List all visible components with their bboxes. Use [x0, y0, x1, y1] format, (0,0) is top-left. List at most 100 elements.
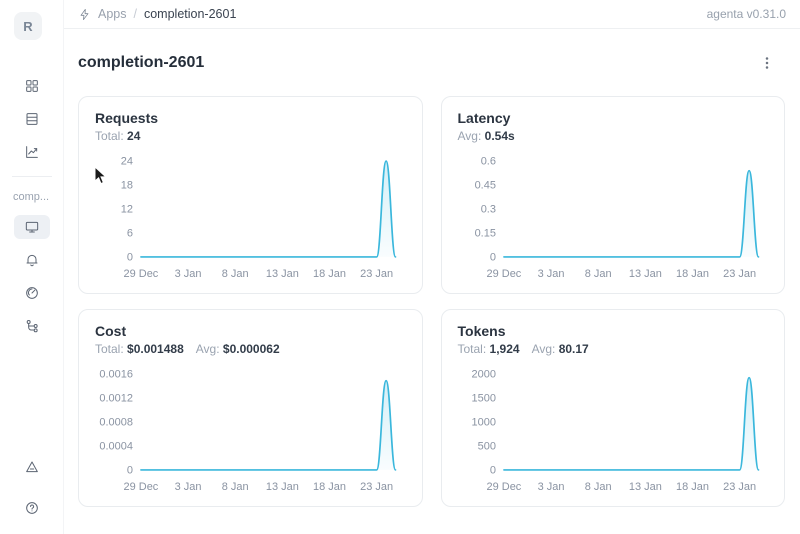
svg-text:12: 12	[121, 204, 133, 216]
svg-text:3 Jan: 3 Jan	[175, 268, 202, 280]
stat-value: 1,924	[489, 342, 520, 356]
more-options-button[interactable]	[758, 54, 776, 72]
trace-tree-icon	[26, 320, 38, 333]
svg-text:500: 500	[477, 440, 495, 452]
svg-text:24: 24	[121, 156, 133, 168]
gauge-icon	[26, 287, 38, 299]
svg-text:0.0012: 0.0012	[99, 393, 133, 405]
svg-text:0.15: 0.15	[474, 227, 495, 239]
title-row: completion-2601	[64, 29, 800, 72]
svg-text:0: 0	[489, 251, 495, 263]
svg-text:0: 0	[489, 464, 495, 476]
svg-text:23 Jan: 23 Jan	[723, 268, 756, 280]
svg-text:6: 6	[127, 227, 133, 239]
stat-value: $0.000062	[222, 342, 280, 356]
card-stats: Total: $0.001488 Avg: $0.000062	[95, 342, 406, 356]
svg-text:13 Jan: 13 Jan	[628, 481, 661, 493]
breadcrumb: Apps / completion-2601	[78, 7, 236, 21]
cost-chart: 0 0.0004 0.0008 0.0012 0.0016 29 Dec 3 Jan 8 Ja…	[99, 369, 397, 493]
line-chart-icon	[26, 146, 38, 158]
question-circle-icon	[26, 502, 38, 514]
version-label: agenta v0.31.0	[706, 7, 786, 21]
page-title: completion-2601	[78, 54, 205, 71]
svg-text:0.45: 0.45	[474, 180, 495, 192]
stat-label: Avg:	[457, 129, 482, 143]
workspace-logo[interactable]: R	[14, 12, 42, 40]
svg-text:8 Jan: 8 Jan	[584, 481, 611, 493]
card-stats: Total: 1,924 Avg: 80.17	[458, 342, 769, 356]
stat-value: 0.54s	[484, 129, 515, 143]
svg-text:18 Jan: 18 Jan	[313, 268, 346, 280]
breadcrumb-apps-link[interactable]: Apps	[98, 7, 127, 21]
svg-text:3 Jan: 3 Jan	[537, 268, 564, 280]
svg-text:2000: 2000	[471, 369, 495, 381]
svg-text:3 Jan: 3 Jan	[175, 481, 202, 493]
spark-icon	[80, 8, 89, 20]
card-title-requests: Requests	[95, 110, 159, 126]
svg-text:29 Dec: 29 Dec	[124, 268, 159, 280]
tokens-chart: 0 500 1000 1500 2000 29 Dec 3 Jan 8 Jan 13 Jan 18…	[471, 369, 759, 493]
sidebar-item-traces[interactable]	[14, 314, 50, 338]
stat-value: 24	[127, 129, 141, 143]
svg-text:0.6: 0.6	[480, 156, 495, 168]
sidebar-item-observability[interactable]	[14, 140, 50, 164]
requests-chart: 0 6 12 18 24 29 Dec 3 Jan 8 Jan 13 Jan 18 Jan 23 J…	[121, 156, 397, 280]
kebab-menu-icon	[765, 57, 769, 69]
svg-text:8 Jan: 8 Jan	[222, 481, 249, 493]
svg-text:0.0008: 0.0008	[99, 417, 133, 429]
svg-text:0: 0	[127, 251, 133, 263]
sidebar-app-label: comp...	[13, 191, 50, 203]
svg-text:0.0004: 0.0004	[99, 440, 133, 452]
svg-text:0.0016: 0.0016	[99, 369, 133, 381]
sidebar-item-testsets[interactable]	[14, 107, 50, 131]
tokens-card: Tokens Total: 1,924 Avg: 80.17 0 500 1000 1…	[440, 309, 785, 507]
svg-text:13 Jan: 13 Jan	[266, 268, 299, 280]
latency-card: Latency Avg: 0.54s 0 0.15 0.3 0.45 0.6 29 Dec…	[440, 96, 785, 294]
stat-label: Total:	[457, 342, 487, 356]
stat-label: Avg:	[531, 342, 556, 356]
svg-text:29 Dec: 29 Dec	[486, 268, 521, 280]
svg-text:3 Jan: 3 Jan	[537, 481, 564, 493]
stat-label: Total:	[95, 129, 124, 143]
cost-card: Cost Total: $0.001488 Avg: $0.000062 0 0.…	[78, 309, 423, 507]
sidebar-item-alerts[interactable]	[14, 455, 50, 479]
sidebar: R comp...	[0, 0, 64, 534]
sidebar-item-playground[interactable]	[14, 215, 50, 239]
svg-text:8 Jan: 8 Jan	[584, 268, 611, 280]
sidebar-item-dashboard[interactable]	[14, 281, 50, 305]
bell-icon	[26, 254, 38, 267]
svg-text:23 Jan: 23 Jan	[723, 481, 756, 493]
stat-label: Total:	[95, 342, 124, 356]
svg-text:23 Jan: 23 Jan	[360, 268, 393, 280]
warning-triangle-icon	[26, 461, 38, 473]
app-grid-icon	[26, 80, 38, 92]
monitor-icon	[25, 221, 39, 233]
svg-text:0: 0	[127, 464, 133, 476]
table-icon	[26, 113, 38, 125]
card-title-cost: Cost	[95, 323, 127, 339]
svg-text:0.3: 0.3	[480, 204, 495, 216]
card-stats: Total: 24	[95, 129, 406, 143]
svg-text:13 Jan: 13 Jan	[628, 268, 661, 280]
sidebar-item-apps[interactable]	[14, 74, 50, 98]
card-title-latency: Latency	[457, 110, 511, 126]
topbar: Apps / completion-2601 agenta v0.31.0	[64, 0, 800, 29]
requests-card: Requests Total: 24 0 6 12 18 24 29 Dec 3 Jan 8 …	[78, 96, 423, 294]
latency-chart: 0 0.15 0.3 0.45 0.6 29 Dec 3 Jan 8 Jan 13 Jan 18 …	[474, 156, 759, 280]
svg-text:13 Jan: 13 Jan	[266, 481, 299, 493]
main-content: completion-2601 Requests Total: 24 0 6 12 1…	[64, 29, 800, 534]
sidebar-item-help[interactable]	[14, 496, 50, 520]
svg-text:18 Jan: 18 Jan	[676, 481, 709, 493]
sidebar-nav: comp...	[0, 74, 64, 338]
svg-text:18 Jan: 18 Jan	[676, 268, 709, 280]
svg-text:8 Jan: 8 Jan	[222, 268, 249, 280]
breadcrumb-separator: /	[133, 7, 137, 21]
sidebar-bottom	[0, 455, 64, 520]
svg-text:29 Dec: 29 Dec	[124, 481, 159, 493]
sidebar-item-evaluations[interactable]	[14, 248, 50, 272]
stat-label: Avg:	[195, 342, 220, 356]
sidebar-divider	[12, 176, 52, 177]
breadcrumb-current: completion-2601	[143, 7, 237, 21]
metrics-grid: Requests Total: 24 0 6 12 18 24 29 Dec 3 Jan 8 …	[78, 96, 785, 507]
